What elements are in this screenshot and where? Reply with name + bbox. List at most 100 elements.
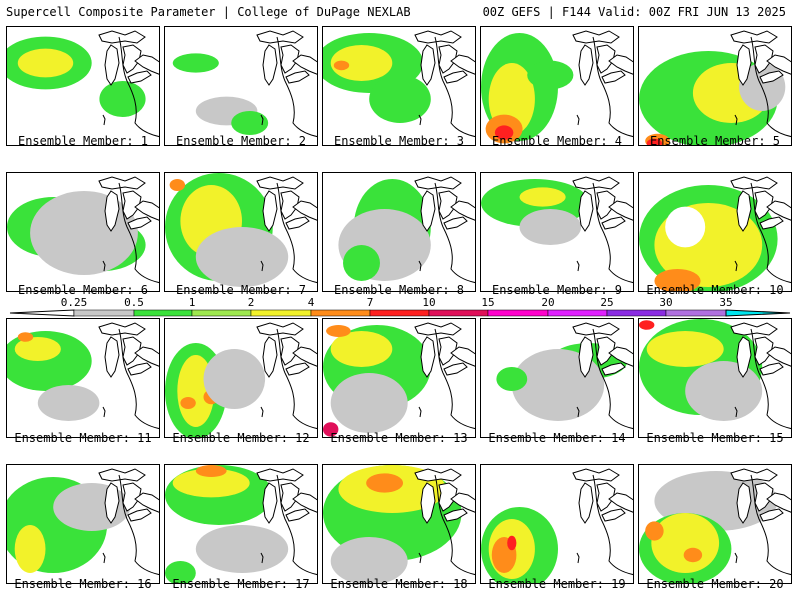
state-border-fragment bbox=[576, 406, 580, 418]
ensemble-member-label: Ensemble Member: 7 bbox=[175, 283, 307, 297]
scp-field-map bbox=[7, 176, 159, 284]
colorbar-segment bbox=[310, 309, 371, 317]
state-border-fragment bbox=[260, 114, 264, 126]
great-lakes-outline bbox=[256, 176, 317, 232]
scp-field-map bbox=[323, 322, 475, 437]
state-border-fragment bbox=[102, 114, 106, 126]
ensemble-member-label: Ensemble Member: 12 bbox=[172, 431, 310, 445]
scp-contour-orange bbox=[645, 521, 664, 541]
ensemble-member-map bbox=[6, 464, 160, 584]
coastline bbox=[276, 328, 317, 430]
page-title: Supercell Composite Parameter | College … bbox=[6, 5, 411, 19]
scp-contour-magenta bbox=[323, 422, 339, 437]
scp-contour-yellow bbox=[651, 513, 720, 573]
coastline bbox=[276, 182, 317, 284]
great-lakes-outline bbox=[256, 322, 317, 378]
coastline bbox=[118, 328, 159, 430]
ensemble-member-map bbox=[480, 318, 634, 438]
ensemble-member-label: Ensemble Member: 15 bbox=[646, 431, 784, 445]
great-lakes-outline bbox=[730, 322, 791, 378]
scp-field-map bbox=[481, 176, 633, 284]
coastline bbox=[750, 36, 791, 138]
scp-contour-red bbox=[494, 125, 514, 140]
ensemble-member-label: Ensemble Member: 20 bbox=[646, 577, 784, 591]
scp-contour-gray bbox=[685, 361, 763, 421]
scp-contour-green bbox=[343, 245, 380, 281]
coastline bbox=[592, 474, 633, 576]
ensemble-member-label: Ensemble Member: 18 bbox=[330, 577, 468, 591]
colorbar-segment bbox=[428, 309, 489, 317]
ensemble-member-map bbox=[638, 172, 792, 292]
ensemble-member-label: Ensemble Member: 2 bbox=[175, 134, 307, 148]
ensemble-member-map bbox=[638, 318, 792, 438]
coastline bbox=[118, 182, 159, 284]
scp-field-map bbox=[165, 322, 317, 437]
colorbar-tick-label: 7 bbox=[366, 296, 374, 309]
scp-field-map bbox=[639, 319, 791, 430]
scp-contour-yellow bbox=[519, 187, 566, 207]
colorbar-tick-label: 0.5 bbox=[124, 296, 144, 309]
scp-contour-green bbox=[99, 81, 146, 117]
colorbar-segment bbox=[73, 309, 135, 317]
colorbar-right-arrow bbox=[725, 309, 791, 317]
ensemble-member-label: Ensemble Member: 8 bbox=[333, 283, 465, 297]
ensemble-member-map bbox=[6, 172, 160, 292]
great-lakes-outline bbox=[414, 30, 475, 86]
state-border-fragment bbox=[576, 260, 580, 272]
scp-contour-red bbox=[507, 535, 517, 551]
great-lakes-outline bbox=[572, 468, 633, 524]
ensemble-member-label: Ensemble Member: 1 bbox=[17, 134, 149, 148]
scp-field-map bbox=[323, 30, 475, 138]
scp-field-map bbox=[639, 176, 791, 291]
colorbar-segment bbox=[547, 309, 608, 317]
ensemble-member-map bbox=[638, 26, 792, 146]
ensemble-member-label: Ensemble Member: 17 bbox=[172, 577, 310, 591]
scp-contour-orange bbox=[333, 60, 350, 71]
great-lakes-outline bbox=[98, 176, 159, 232]
colorbar-tick-label: 30 bbox=[659, 296, 673, 309]
state-border-fragment bbox=[418, 114, 422, 126]
scp-field-map bbox=[7, 322, 159, 430]
colorbar-segment bbox=[369, 309, 430, 317]
state-border-fragment bbox=[102, 406, 106, 418]
ensemble-member-label: Ensemble Member: 4 bbox=[491, 134, 623, 148]
ensemble-member-map bbox=[480, 464, 634, 584]
ensemble-member-map bbox=[164, 26, 318, 146]
colorbar-segment bbox=[133, 309, 193, 317]
state-border-fragment bbox=[734, 406, 738, 418]
scp-field-map bbox=[496, 322, 633, 430]
ensemble-member-map bbox=[480, 172, 634, 292]
scp-contour-orange bbox=[169, 179, 186, 191]
scp-field-map bbox=[481, 468, 633, 583]
state-border-fragment bbox=[260, 552, 264, 564]
scp-contour-gray bbox=[195, 525, 289, 573]
coastline bbox=[434, 182, 475, 284]
scp-contour-green bbox=[231, 111, 269, 135]
scp-contour-gray bbox=[519, 209, 582, 245]
scp-field-map bbox=[165, 173, 317, 287]
scp-contour-green bbox=[369, 75, 431, 123]
scp-contour-orange bbox=[326, 325, 351, 337]
colorbar-left-arrow bbox=[9, 309, 75, 317]
scp-field-map bbox=[172, 30, 317, 138]
scp-contour-yellow bbox=[330, 331, 393, 367]
scp-contour-orange bbox=[654, 269, 701, 291]
colorbar-tick-label: 1 bbox=[188, 296, 196, 309]
coastline bbox=[592, 182, 633, 284]
state-border-fragment bbox=[418, 552, 422, 564]
scp-contour-yellow bbox=[17, 48, 74, 78]
great-lakes-outline bbox=[572, 30, 633, 86]
ensemble-member-label: Ensemble Member: 11 bbox=[14, 431, 152, 445]
coastline bbox=[276, 474, 317, 576]
ensemble-member-label: Ensemble Member: 13 bbox=[330, 431, 468, 445]
great-lakes-outline bbox=[572, 322, 633, 378]
scp-field-map bbox=[7, 30, 159, 138]
coastline bbox=[750, 474, 791, 576]
coastline bbox=[118, 36, 159, 138]
scp-contour-orange bbox=[366, 473, 404, 493]
coastline bbox=[750, 328, 791, 430]
scp-contour-orange bbox=[180, 397, 196, 409]
state-border-fragment bbox=[102, 552, 106, 564]
scp-contour-green bbox=[172, 53, 219, 73]
great-lakes-outline bbox=[730, 468, 791, 524]
